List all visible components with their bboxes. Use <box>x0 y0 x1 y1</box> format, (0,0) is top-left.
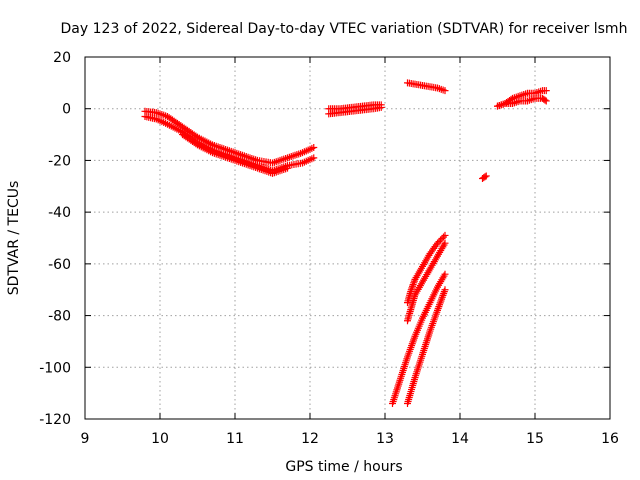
x-tick-label: 11 <box>226 431 244 447</box>
data-point <box>441 239 449 247</box>
data-point <box>409 281 417 289</box>
series-track-7 <box>479 172 490 183</box>
x-tick-label: 16 <box>601 431 619 447</box>
axis-ticks <box>84 56 611 420</box>
x-tick-label: 10 <box>151 431 169 447</box>
series-track-9 <box>494 94 550 110</box>
y-tick-label: -40 <box>48 205 71 221</box>
data-point <box>441 286 449 294</box>
series-track-6 <box>404 79 449 95</box>
x-tick-label: 9 <box>81 431 90 447</box>
data-point <box>410 277 418 285</box>
x-axis-tick-labels: 9 10 11 12 13 14 15 16 <box>81 431 619 447</box>
data-point <box>409 282 416 290</box>
y-tick-label: -60 <box>48 257 71 273</box>
x-tick-label: 13 <box>376 431 394 447</box>
y-tick-label: -100 <box>39 360 71 376</box>
data-point <box>542 87 550 95</box>
series-track-3 <box>179 131 291 177</box>
series-track-12 <box>389 270 449 407</box>
series-track-10 <box>404 231 449 307</box>
data-point <box>434 239 441 247</box>
data-point <box>441 270 449 278</box>
series-track-11 <box>404 239 449 325</box>
data-point <box>481 173 489 181</box>
y-tick-label: -120 <box>39 412 71 428</box>
data-point <box>410 279 418 287</box>
plot-frame <box>84 56 611 420</box>
data-point <box>441 87 449 95</box>
x-tick-label: 14 <box>451 431 469 447</box>
y-tick-label: 0 <box>62 102 71 118</box>
data-point <box>435 238 443 246</box>
x-tick-label: 15 <box>526 431 544 447</box>
series-track-5 <box>325 101 385 113</box>
data-point <box>408 284 416 292</box>
y-tick-label: -80 <box>48 309 71 325</box>
data-point <box>438 235 446 243</box>
data-point <box>437 236 444 244</box>
x-axis-label: GPS time / hours <box>285 459 402 475</box>
data-point <box>541 96 549 104</box>
y-tick-label: 20 <box>53 50 71 66</box>
data-point <box>310 154 318 162</box>
data-point <box>377 101 385 109</box>
series-track-13 <box>404 286 449 407</box>
data-point <box>482 172 490 180</box>
data-point <box>440 233 447 241</box>
data-point <box>441 231 449 239</box>
y-axis-label: SDTVAR / TECUs <box>6 181 22 296</box>
x-tick-label: 12 <box>301 431 319 447</box>
series-track-2 <box>141 112 318 175</box>
data-points <box>141 79 550 407</box>
chart-title: Day 123 of 2022, Sidereal Day-to-day VTE… <box>61 21 628 37</box>
data-point <box>407 286 415 294</box>
data-point <box>192 140 200 148</box>
data-point <box>310 144 318 151</box>
y-tick-label: -20 <box>48 153 71 169</box>
data-point <box>542 97 550 105</box>
data-point <box>284 164 291 172</box>
y-axis-tick-labels: 20 0 -20 -40 -60 -80 -100 -120 <box>39 50 71 428</box>
